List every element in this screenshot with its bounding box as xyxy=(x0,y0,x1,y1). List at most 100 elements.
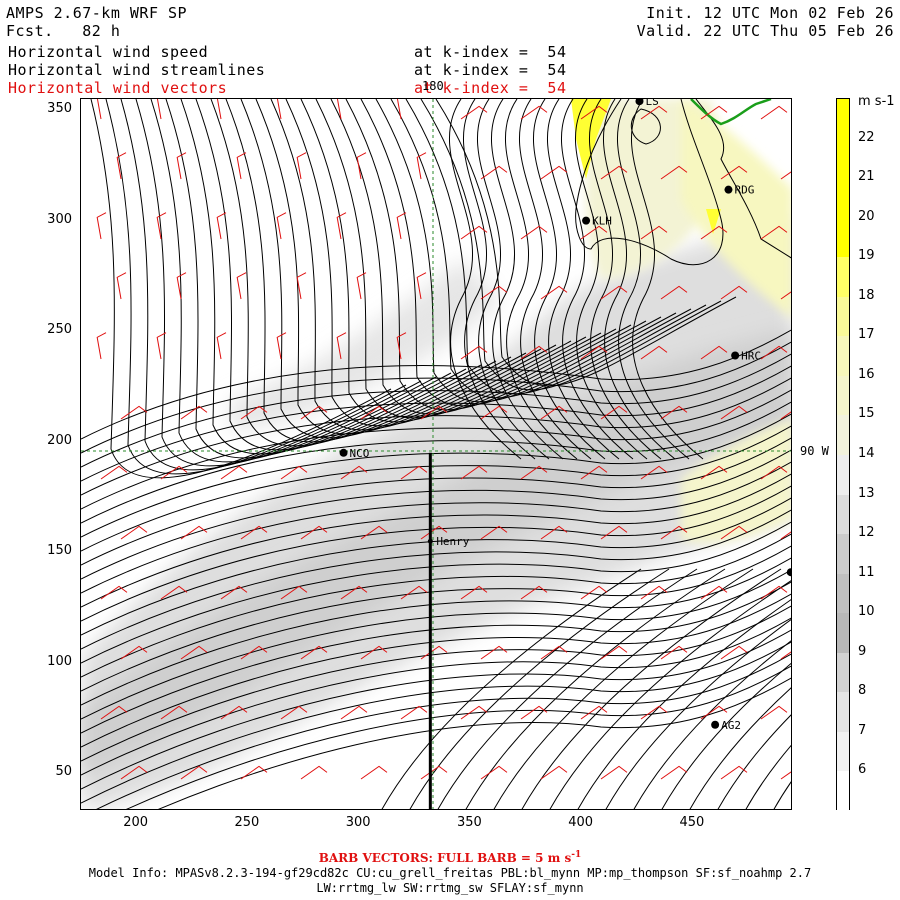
wind-barb xyxy=(520,105,548,120)
colorbar-segment xyxy=(837,415,849,456)
wind-barb xyxy=(160,465,188,480)
wind-barb xyxy=(700,585,728,600)
field-level-speed: at k-index = 54 xyxy=(414,43,567,61)
model-info-2: LW:rrtmg_lw SW:rrtmg_sw SFLAY:sf_mynn xyxy=(316,881,584,895)
wind-barb xyxy=(220,585,248,600)
y-tick: 250 xyxy=(47,322,72,338)
wind-barb xyxy=(720,765,748,780)
streamline xyxy=(180,99,482,455)
streamline xyxy=(81,533,791,678)
wind-barb xyxy=(600,285,628,300)
station-label: Henry xyxy=(436,535,469,548)
station-rdg: RDG xyxy=(724,184,754,197)
wind-barb xyxy=(640,105,668,120)
wind-barb xyxy=(96,332,107,360)
wind-barb xyxy=(420,525,448,540)
streamline xyxy=(633,640,791,809)
streamline xyxy=(81,461,791,594)
colorbar-segment xyxy=(837,573,849,614)
streamline xyxy=(491,99,564,460)
streamline xyxy=(519,99,592,460)
colorbar-segment xyxy=(837,652,849,693)
streamline xyxy=(420,99,722,391)
wind-barb xyxy=(300,645,328,660)
wind-barb xyxy=(580,105,608,120)
wind-barb xyxy=(480,165,508,180)
streamline xyxy=(575,99,648,460)
wind-barb xyxy=(760,105,788,120)
wind-barb xyxy=(720,165,748,180)
colorbar-unit: m s-1 xyxy=(858,94,895,109)
colorbar-level: 21 xyxy=(858,169,875,185)
wind-barb xyxy=(780,291,791,300)
wind-barb xyxy=(760,465,788,480)
wind-barb xyxy=(720,285,748,300)
x-tick: 400 xyxy=(568,815,594,830)
wind-barb xyxy=(240,765,268,780)
stations: NCO KLH RDG HRC AG2 Henry LS xyxy=(339,99,791,732)
streamline xyxy=(465,568,726,809)
streamline xyxy=(255,99,557,435)
streamline xyxy=(210,99,512,447)
streamline xyxy=(81,365,791,482)
colorbar-level: 16 xyxy=(858,366,875,382)
station-hrc: HRC xyxy=(731,349,761,362)
wind-barb xyxy=(336,212,347,240)
wind-barb xyxy=(780,771,791,780)
wind-barb xyxy=(640,345,668,360)
colorbar-segment xyxy=(837,375,849,416)
streamline xyxy=(81,473,791,608)
barb-legend: BARB VECTORS: FULL BARB = 5 m s-1 xyxy=(318,850,582,865)
colorbar-level: 17 xyxy=(858,327,875,343)
field-level-vectors: at k-index = 54 xyxy=(414,79,567,97)
init-time: Init. 12 UTC Mon 02 Feb 26 xyxy=(646,4,894,22)
wind-barb xyxy=(700,465,728,480)
wind-barb xyxy=(660,525,688,540)
wind-barb xyxy=(336,332,347,360)
wind-barb xyxy=(660,765,688,780)
streamline xyxy=(381,568,642,809)
wind-barb xyxy=(416,272,427,300)
colorbar-level: 19 xyxy=(858,248,875,264)
wind-barb xyxy=(480,285,508,300)
wind-barb xyxy=(360,405,388,420)
wind-barb xyxy=(276,332,287,360)
streamline xyxy=(463,99,536,460)
wind-barb xyxy=(120,525,148,540)
wind-barb xyxy=(240,405,268,420)
wind-barb xyxy=(700,105,728,120)
wind-barb xyxy=(520,465,548,480)
wind-barb xyxy=(240,525,268,540)
wind-barb xyxy=(760,345,788,360)
streamline xyxy=(81,413,791,538)
wind-barb xyxy=(216,99,222,120)
map-canvas: NCO KLH RDG HRC AG2 Henry LS xyxy=(81,99,791,809)
wind-barb xyxy=(156,212,167,240)
wind-barb xyxy=(580,465,608,480)
wind-barb xyxy=(336,99,342,120)
station-marker xyxy=(582,216,591,225)
x-tick: 250 xyxy=(234,815,260,830)
wind-barb xyxy=(600,405,628,420)
wind-barb xyxy=(360,765,388,780)
wind-barb xyxy=(780,411,791,420)
wind-barb xyxy=(700,345,728,360)
streamline xyxy=(81,353,791,468)
colorbar-segment xyxy=(837,534,849,575)
wind-barb xyxy=(236,272,247,300)
wind-barb xyxy=(160,585,188,600)
station-marker xyxy=(724,185,733,194)
streamline xyxy=(477,99,550,460)
wind-barb xyxy=(640,585,668,600)
streamline xyxy=(81,509,791,650)
station-unnamed xyxy=(786,568,791,577)
wind-barb xyxy=(96,212,107,240)
wind-barb xyxy=(760,585,788,600)
wind-barb xyxy=(420,765,448,780)
wind-barb xyxy=(640,225,668,240)
wind-barb xyxy=(300,765,328,780)
wind-barb xyxy=(720,645,748,660)
wind-barb xyxy=(760,225,788,240)
wind-barb xyxy=(600,165,628,180)
wind-barb xyxy=(356,272,367,300)
